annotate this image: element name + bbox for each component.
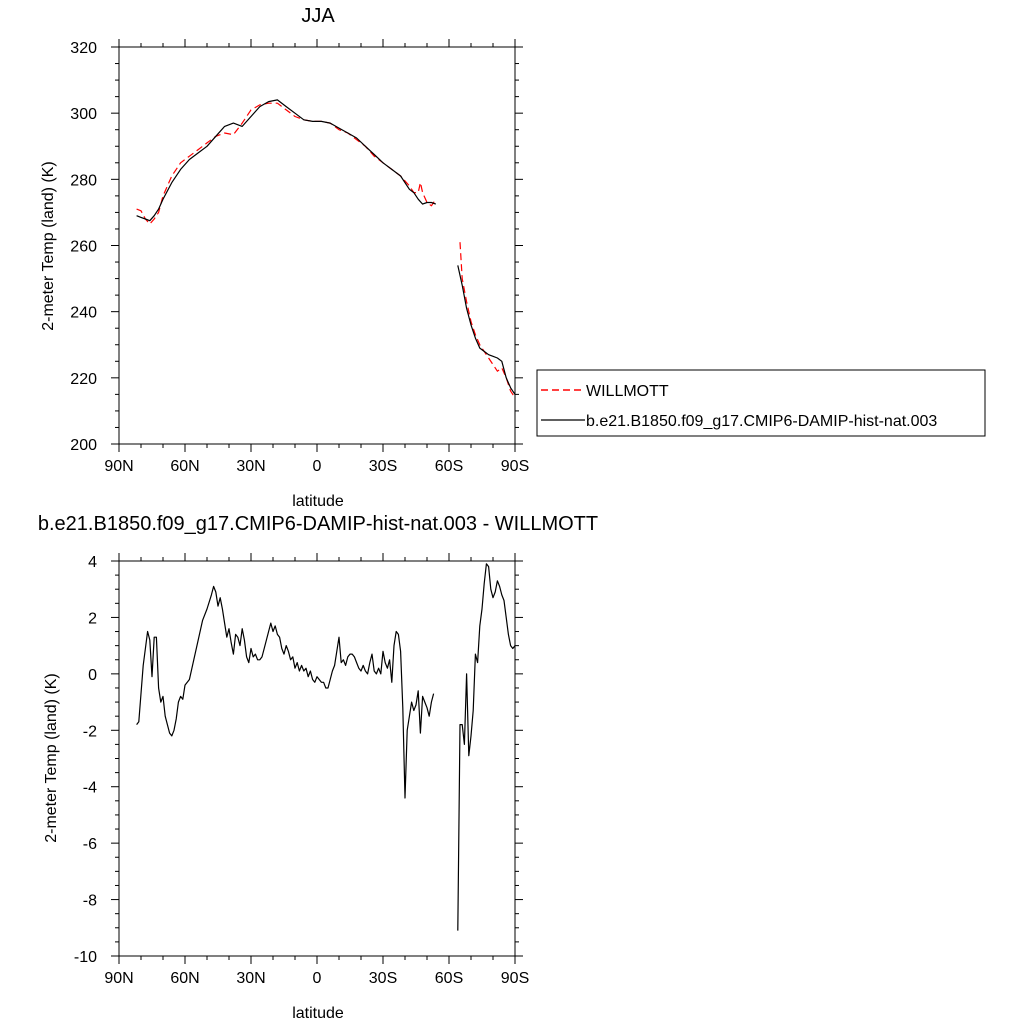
x-tick-label: 60N bbox=[170, 970, 199, 987]
bottom-chart-title: b.e21.B1850.f09_g17.CMIP6-DAMIP-hist-nat… bbox=[38, 513, 598, 535]
bottom-y-axis-label: 2-meter Temp (land) (K) bbox=[43, 673, 60, 843]
x-tick-label: 0 bbox=[313, 970, 322, 987]
y-tick-label: 200 bbox=[70, 437, 97, 454]
top-x-axis-label: latitude bbox=[292, 493, 344, 510]
x-tick-label: 30S bbox=[369, 458, 397, 475]
x-tick-label: 30S bbox=[369, 970, 397, 987]
x-tick-label: 60S bbox=[435, 970, 463, 987]
y-tick-label: 4 bbox=[88, 554, 97, 571]
legend: WILLMOTT b.e21.B1850.f09_g17.CMIP6-DAMIP… bbox=[536, 369, 986, 437]
y-tick-label: -2 bbox=[83, 723, 97, 740]
b-e21-b1850-f09-g17-cmip6-damip-hist-nat-003-line-segment-0 bbox=[136, 99, 437, 222]
y-tick-label: 300 bbox=[70, 106, 97, 123]
x-tick-label: 0 bbox=[313, 458, 322, 475]
top-chart-title: JJA bbox=[301, 5, 335, 27]
x-tick-label: 30N bbox=[236, 970, 265, 987]
x-tick-label: 60S bbox=[435, 458, 463, 475]
legend-label-model: b.e21.B1850.f09_g17.CMIP6-DAMIP-hist-nat… bbox=[586, 413, 937, 430]
y-tick-label: 260 bbox=[70, 239, 97, 256]
b-e21-b1850-f09-g17-cmip6-damip-hist-nat-003-line-segment-1 bbox=[457, 265, 516, 395]
y-tick-label: -10 bbox=[74, 949, 97, 966]
willmott-line-segment-0 bbox=[136, 102, 437, 225]
y-tick-label: 220 bbox=[70, 371, 97, 388]
y-tick-label: 320 bbox=[70, 40, 97, 57]
y-tick-label: 2 bbox=[88, 610, 97, 627]
legend-label-willmott: WILLMOTT bbox=[586, 383, 669, 400]
x-tick-label: 30N bbox=[236, 458, 265, 475]
y-tick-label: 0 bbox=[88, 667, 97, 684]
y-tick-label: -8 bbox=[83, 893, 97, 910]
plot-frame bbox=[118, 46, 516, 445]
y-tick-label: -6 bbox=[83, 836, 97, 853]
x-tick-label: 90N bbox=[104, 970, 133, 987]
x-tick-label: 90N bbox=[104, 458, 133, 475]
bottom-panel: b.e21.B1850.f09_g17.CMIP6-DAMIP-hist-nat… bbox=[38, 513, 598, 1022]
difference-line-segment-1 bbox=[457, 563, 516, 931]
x-tick-label: 90S bbox=[501, 970, 529, 987]
y-tick-label: 280 bbox=[70, 172, 97, 189]
y-tick-label: 240 bbox=[70, 305, 97, 322]
plot-frame bbox=[118, 560, 516, 957]
y-tick-label: -4 bbox=[83, 780, 97, 797]
x-tick-label: 90S bbox=[501, 458, 529, 475]
difference-line-segment-0 bbox=[136, 585, 435, 799]
top-y-axis-label: 2-meter Temp (land) (K) bbox=[40, 161, 57, 331]
willmott-line-segment-1 bbox=[459, 242, 516, 399]
x-tick-label: 60N bbox=[170, 458, 199, 475]
legend-box bbox=[536, 369, 986, 437]
bottom-x-axis-label: latitude bbox=[292, 1005, 344, 1022]
top-panel: JJA latitude 2-meter Temp (land) (K) 90N… bbox=[40, 5, 529, 510]
